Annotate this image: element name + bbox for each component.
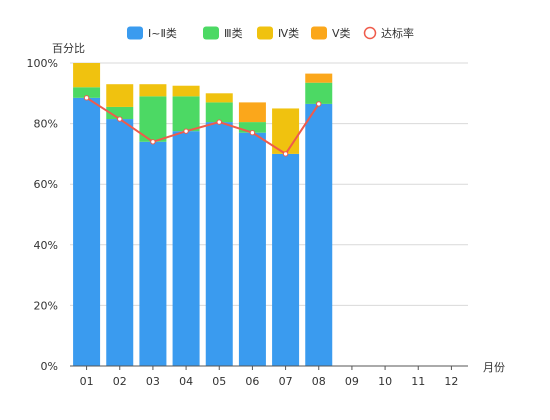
bar-segment-2-01[interactable]: [73, 87, 101, 98]
x-tick-label: 11: [411, 375, 425, 388]
legend-swatch: [257, 26, 273, 40]
bar-segment-1-03[interactable]: [139, 141, 167, 366]
bar-segment-3-01[interactable]: [73, 63, 101, 88]
x-tick-label: 05: [212, 375, 226, 388]
x-tick-label: 06: [245, 375, 259, 388]
legend-swatch: [127, 26, 143, 40]
legend-label: Ⅳ类: [278, 26, 299, 40]
bars: [73, 63, 333, 367]
bar-segment-1-05[interactable]: [205, 122, 233, 367]
legend-item-3[interactable]: Ⅳ类: [257, 26, 299, 40]
bar-segment-1-02[interactable]: [106, 119, 134, 367]
bar-segment-1-04[interactable]: [172, 131, 200, 366]
line-point[interactable]: [249, 129, 256, 136]
legend-label: Ⅴ类: [332, 26, 351, 40]
y-tick-label: 100%: [27, 57, 58, 70]
bar-segment-3-05[interactable]: [205, 93, 233, 103]
legend-swatch: [311, 26, 327, 40]
y-axis-title: 百分比: [52, 42, 85, 55]
line-point[interactable]: [117, 116, 123, 122]
x-tick-label: 07: [279, 375, 293, 388]
grid-lines: [70, 62, 468, 306]
bar-segment-2-02[interactable]: [106, 106, 134, 120]
x-tick-label: 01: [80, 375, 94, 388]
line-point[interactable]: [316, 101, 322, 107]
bar-segment-1-07[interactable]: [272, 153, 300, 366]
legend[interactable]: Ⅰ~Ⅱ类 Ⅲ类 Ⅳ类 Ⅴ类 达标率: [127, 26, 414, 40]
bar-segment-3-04[interactable]: [172, 85, 200, 97]
line-point[interactable]: [150, 139, 156, 145]
bar-segment-1-06[interactable]: [238, 132, 266, 366]
legend-label: Ⅰ~Ⅱ类: [148, 26, 177, 40]
line-point[interactable]: [282, 151, 289, 157]
bar-segment-4-06[interactable]: [238, 102, 266, 123]
line-point[interactable]: [83, 95, 90, 101]
legend-label: Ⅲ类: [224, 26, 243, 40]
y-tick-label: 0%: [41, 360, 58, 373]
x-tick-label: 04: [179, 375, 193, 388]
legend-item-2[interactable]: Ⅲ类: [203, 26, 243, 40]
line-point[interactable]: [216, 119, 222, 125]
bar-segment-3-07[interactable]: [272, 108, 300, 154]
bar-segment-3-02[interactable]: [106, 84, 134, 107]
legend-item-1[interactable]: Ⅰ~Ⅱ类: [127, 26, 177, 40]
x-tick-label: 09: [345, 375, 359, 388]
line-path: [86, 97, 320, 156]
bar-segment-1-01[interactable]: [73, 97, 101, 366]
compliance-rate-line: [83, 95, 322, 157]
y-tick-label: 60%: [34, 178, 58, 191]
legend-item-line[interactable]: 达标率: [363, 26, 415, 40]
x-tick-label: 10: [378, 375, 392, 388]
x-tick-label: 12: [444, 375, 458, 388]
y-tick-label: 20%: [34, 299, 58, 312]
x-tick-label: 02: [113, 375, 127, 388]
bar-segment-2-08[interactable]: [305, 82, 333, 104]
bar-segment-4-08[interactable]: [305, 73, 333, 83]
bar-segment-2-03[interactable]: [139, 96, 167, 142]
bar-segment-2-05[interactable]: [205, 102, 233, 123]
legend-item-4[interactable]: Ⅴ类: [311, 26, 351, 40]
x-axis-title: 月份: [483, 361, 505, 374]
bar-segment-2-06[interactable]: [238, 122, 266, 133]
bar-segment-3-03[interactable]: [139, 84, 167, 97]
x-tick-label: 08: [312, 375, 326, 388]
y-tick-label: 80%: [34, 118, 58, 131]
bar-segment-2-04[interactable]: [172, 96, 200, 132]
legend-label: 达标率: [381, 26, 414, 40]
legend-line-symbol: [363, 26, 377, 40]
bar-segment-1-08[interactable]: [305, 103, 333, 366]
legend-swatch: [203, 26, 219, 40]
y-tick-label: 40%: [34, 239, 58, 252]
axes: 0% 20% 40% 60% 80% 100% 01 02 03 04 05 06 07 08 09 10 11…: [27, 57, 468, 388]
x-tick-label: 03: [146, 375, 160, 388]
line-point[interactable]: [183, 128, 189, 134]
